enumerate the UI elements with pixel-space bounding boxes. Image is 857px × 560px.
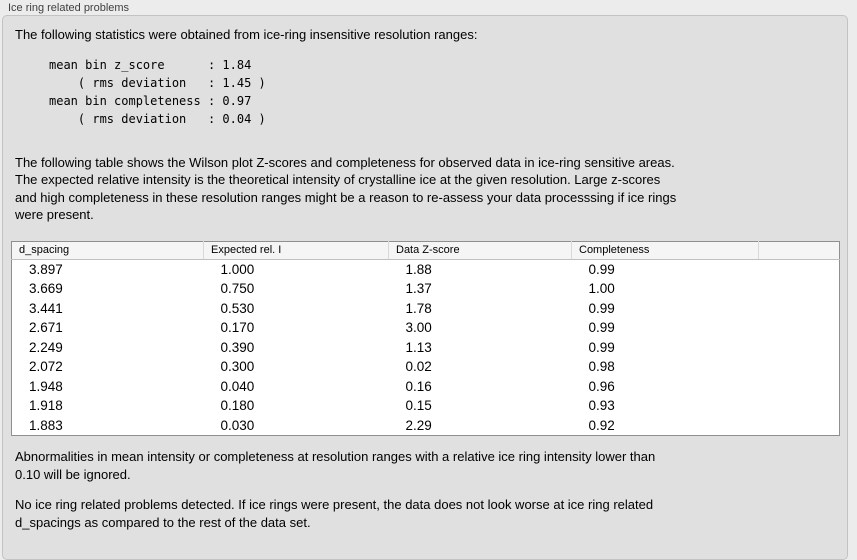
cell-d-spacing: 1.918 bbox=[29, 398, 63, 413]
cell-expected-rel-i: 0.300 bbox=[220, 359, 255, 374]
cell-expected-rel-i: 0.040 bbox=[220, 378, 255, 394]
cell-expected-rel-i: 0.170 bbox=[220, 320, 255, 335]
stats-block: mean bin z_score : 1.84 ( rms deviation … bbox=[49, 57, 266, 126]
cell-data-z-score: 0.02 bbox=[405, 359, 432, 374]
table-row[interactable]: 1.948 0.040 0.16 0.96 bbox=[12, 377, 840, 397]
intro-text: The following statistics were obtained f… bbox=[15, 27, 478, 42]
cell-d-spacing: 1.883 bbox=[29, 417, 63, 433]
conclusion-text: No ice ring related problems detected. I… bbox=[15, 497, 654, 530]
cell-expected-rel-i: 0.030 bbox=[220, 417, 255, 433]
cell-data-z-score: 1.13 bbox=[405, 339, 432, 355]
cell-data-z-score: 1.37 bbox=[405, 281, 432, 296]
cell-data-z-score: 1.78 bbox=[405, 300, 432, 316]
table-row[interactable]: 3.669 0.750 1.37 1.00 bbox=[12, 279, 840, 299]
cell-d-spacing: 3.441 bbox=[29, 300, 63, 316]
cell-completeness: 1.00 bbox=[588, 281, 615, 296]
ice-ring-table: d_spacing Expected rel. I Data Z-score C… bbox=[11, 240, 840, 436]
column-header-empty bbox=[758, 241, 840, 260]
table-row[interactable]: 2.072 0.300 0.02 0.98 bbox=[12, 357, 840, 377]
table-row[interactable]: 1.918 0.180 0.15 0.93 bbox=[12, 396, 840, 416]
cell-expected-rel-i: 0.530 bbox=[220, 300, 255, 316]
cell-d-spacing: 2.072 bbox=[29, 359, 63, 374]
cell-data-z-score: 2.29 bbox=[405, 417, 432, 433]
cell-completeness: 0.99 bbox=[588, 320, 615, 335]
cell-d-spacing: 3.897 bbox=[29, 261, 63, 277]
cell-data-z-score: 0.15 bbox=[405, 398, 432, 413]
cell-expected-rel-i: 1.000 bbox=[220, 261, 255, 277]
cell-d-spacing: 3.669 bbox=[29, 281, 63, 296]
table-header-row: d_spacing Expected rel. I Data Z-score C… bbox=[11, 241, 840, 260]
cell-data-z-score: 0.16 bbox=[405, 378, 432, 394]
cell-completeness: 0.93 bbox=[588, 398, 615, 413]
table-row[interactable]: 1.883 0.030 2.29 0.92 bbox=[12, 416, 840, 436]
table-header: d_spacing Expected rel. I Data Z-score C… bbox=[11, 241, 840, 260]
group-box-label: Ice ring related problems bbox=[8, 2, 130, 14]
cell-d-spacing: 2.671 bbox=[29, 320, 63, 335]
column-header-data-z-score[interactable]: Data Z-score bbox=[388, 241, 572, 260]
table-row[interactable]: 3.897 1.000 1.88 0.99 bbox=[12, 259, 840, 279]
table-body: 3.897 1.000 1.88 0.99 3.669 0.750 1.37 1… bbox=[12, 259, 840, 436]
cell-completeness: 0.96 bbox=[588, 378, 615, 394]
cell-data-z-score: 1.88 bbox=[405, 261, 432, 277]
column-header-expected-rel-i[interactable]: Expected rel. I bbox=[203, 241, 389, 260]
ice-ring-panel: The following statistics were obtained f… bbox=[2, 15, 848, 560]
cell-completeness: 0.99 bbox=[588, 339, 615, 355]
cell-completeness: 0.92 bbox=[588, 417, 615, 433]
cell-completeness: 0.98 bbox=[588, 359, 615, 374]
cell-expected-rel-i: 0.180 bbox=[220, 398, 255, 413]
description-text: The following table shows the Wilson plo… bbox=[15, 154, 677, 223]
table-row[interactable]: 3.441 0.530 1.78 0.99 bbox=[12, 299, 840, 319]
column-header-completeness[interactable]: Completeness bbox=[571, 241, 759, 260]
cell-data-z-score: 3.00 bbox=[405, 320, 432, 335]
table-row[interactable]: 2.671 0.170 3.00 0.99 bbox=[12, 318, 840, 338]
cell-expected-rel-i: 0.750 bbox=[220, 281, 255, 296]
table-row[interactable]: 2.249 0.390 1.13 0.99 bbox=[12, 338, 840, 358]
cell-d-spacing: 1.948 bbox=[29, 378, 63, 394]
cell-d-spacing: 2.249 bbox=[29, 339, 63, 355]
cell-completeness: 0.99 bbox=[588, 261, 615, 277]
cell-completeness: 0.99 bbox=[588, 300, 615, 316]
cell-expected-rel-i: 0.390 bbox=[220, 339, 255, 355]
column-header-d-spacing[interactable]: d_spacing bbox=[11, 241, 204, 260]
ignore-note-text: Abnormalities in mean intensity or compl… bbox=[15, 449, 656, 482]
